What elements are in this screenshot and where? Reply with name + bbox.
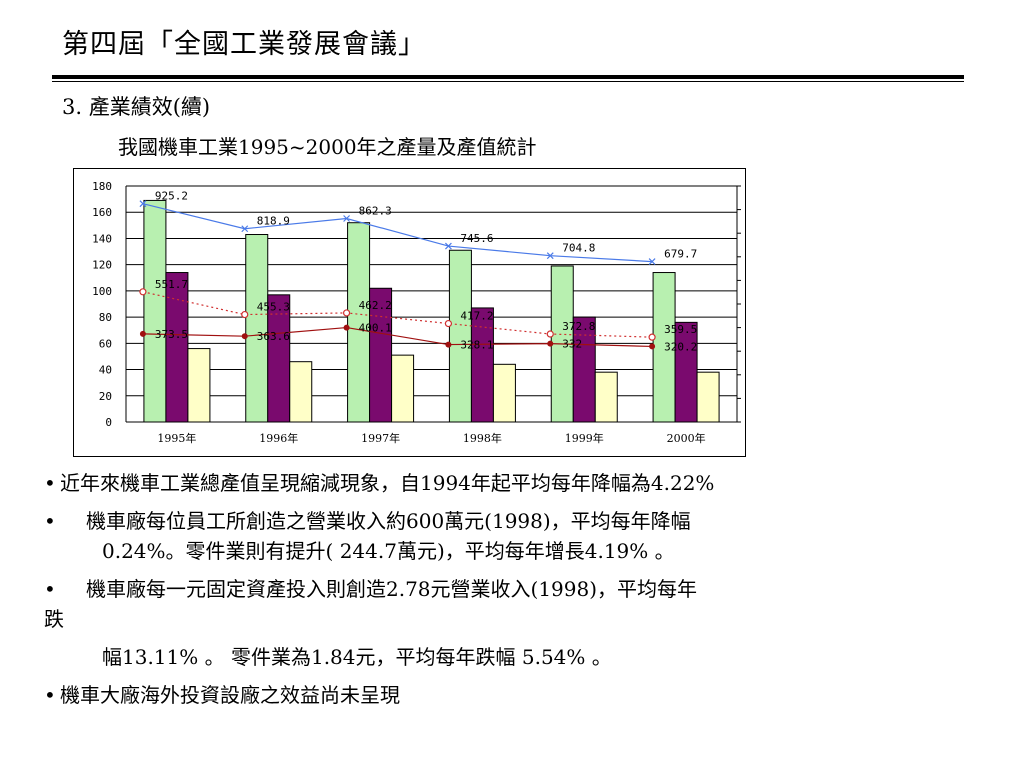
x-tick-label: 1995年 — [157, 431, 196, 445]
point-總產值 — [343, 215, 351, 222]
point-零件產值 — [139, 330, 146, 337]
bar-總產量 — [143, 199, 167, 423]
data-label-整車產值: 551.7 — [155, 278, 188, 291]
data-label-總產值: 745.6 — [460, 232, 493, 245]
data-label-整車產值: 359.5 — [664, 323, 697, 336]
data-label-總產值: 925.2 — [155, 190, 188, 203]
bullet-text: 機車廠每位員工所創造之營業收入約600萬元(1998)，平均每年降幅 — [86, 509, 691, 533]
bar-內銷量 — [470, 307, 494, 423]
x-tick-label: 2000年 — [667, 431, 706, 445]
y-left-tick-label: 60 — [99, 337, 112, 350]
production-value-chart: 0204060801001201401601800100200300400500… — [92, 180, 741, 445]
bullet-item-3: • 機車廠每一元固定資產投入則創造2.78元營業收入(1998)，平均每年 — [44, 576, 984, 602]
bullet-item-3-wrap: 跌 — [44, 607, 64, 631]
y-left-tick-label: 120 — [92, 259, 112, 272]
bar-外銷量 — [289, 361, 313, 423]
bullet-item-1: • 近年來機車工業總產值呈現縮減現象，自1994年起平均每年降幅為4.22% — [44, 470, 984, 496]
data-label-零件產值: 320.2 — [664, 340, 697, 353]
y-left-tick-label: 40 — [99, 364, 112, 377]
line-整車產值 — [142, 291, 653, 338]
bar-總產量 — [448, 249, 472, 423]
bullet-list: • 近年來機車工業總產值呈現縮減現象，自1994年起平均每年降幅為4.22% • 機… — [44, 470, 984, 720]
bar-外銷量 — [187, 348, 211, 423]
bullet-mark: • — [44, 683, 56, 707]
x-tick-label: 1997年 — [361, 431, 400, 445]
y-left-tick-label: 140 — [92, 232, 112, 245]
point-總產值 — [546, 252, 554, 260]
point-整車產值 — [241, 310, 249, 319]
data-label-整車產值: 417.2 — [460, 310, 493, 323]
bar-總產量 — [245, 234, 269, 423]
data-label-零件產值: 363.6 — [257, 330, 290, 343]
bullet-item-2: • 機車廠每位員工所創造之營業收入約600萬元(1998)，平均每年降幅 — [44, 508, 984, 534]
point-總產值 — [444, 242, 452, 250]
point-零件產值 — [649, 343, 656, 350]
data-label-總產值: 862.3 — [359, 204, 392, 217]
y-left-tick-label: 100 — [92, 285, 112, 298]
data-label-總產值: 679.7 — [664, 248, 697, 261]
bar-外銷量 — [492, 363, 516, 423]
point-零件產值 — [343, 324, 350, 331]
point-整車產值 — [648, 333, 656, 341]
data-label-總產值: 704.8 — [562, 242, 595, 255]
bar-外銷量 — [391, 354, 415, 423]
data-label-零件產值: 332 — [562, 338, 582, 351]
chart-caption: 我國機車工業1995~2000年之產量及產值統計 — [118, 135, 537, 159]
y-left-tick-label: 180 — [92, 180, 112, 193]
point-總產值 — [648, 258, 656, 266]
x-tick-label: 1998年 — [463, 431, 502, 445]
data-label-整車產值: 455.3 — [257, 301, 290, 314]
bar-內銷量 — [267, 294, 291, 423]
x-tick-label: 1999年 — [565, 431, 604, 445]
bullet-item-4: • 機車大廠海外投資設廠之效益尚未呈現 — [44, 682, 984, 708]
bar-內銷量 — [572, 316, 596, 423]
point-整車產值 — [444, 319, 453, 328]
data-label-整車產值: 372.8 — [562, 320, 595, 333]
data-label-零件產值: 373.5 — [155, 328, 188, 341]
y-left-tick-label: 160 — [92, 206, 112, 219]
point-總產值 — [139, 200, 147, 208]
bar-外銷量 — [594, 371, 618, 423]
bar-內銷量 — [674, 321, 698, 423]
line-總產值 — [142, 203, 653, 263]
point-整車產值 — [546, 330, 554, 338]
y-left-tick-label: 80 — [99, 311, 112, 324]
data-label-零件產值: 328.1 — [460, 339, 493, 352]
data-label-零件產值: 400.1 — [359, 322, 392, 335]
bullet-text: 機車廠每一元固定資產投入則創造2.78元營業收入(1998)，平均每年 — [86, 577, 698, 601]
bullet-mark: • — [44, 577, 56, 601]
bullet-text: 機車大廠海外投資設廠之效益尚未呈現 — [60, 683, 400, 707]
point-整車產值 — [139, 288, 147, 296]
title-rule-thin — [52, 81, 964, 82]
bar-內銷量 — [165, 272, 189, 423]
point-零件產值 — [547, 340, 554, 347]
chart-frame: 0204060801001201401601800100200300400500… — [73, 168, 746, 457]
point-總產值 — [241, 225, 249, 233]
bar-外銷量 — [696, 371, 720, 423]
point-整車產值 — [342, 309, 351, 317]
y-left-tick-label: 0 — [105, 416, 112, 429]
x-tick-label: 1996年 — [259, 431, 298, 445]
slide-title: 第四屆「全國工業發展會議」 — [62, 29, 426, 60]
bullet-item-2-continued: 0.24%。零件業則有提升( 244.7萬元)，平均每年增長4.19% 。 — [102, 539, 675, 563]
bullet-item-3-continued: 幅13.11% 。 零件業為1.84元，平均每年跌幅 5.54% 。 — [102, 645, 612, 669]
bullet-text: 近年來機車工業總產值呈現縮減現象，自1994年起平均每年降幅為4.22% — [60, 471, 715, 495]
y-left-tick-label: 20 — [99, 390, 112, 403]
data-label-整車產值: 462.2 — [359, 299, 392, 312]
point-零件產值 — [241, 333, 248, 340]
title-rule-thick — [52, 75, 964, 79]
point-零件產值 — [445, 341, 452, 348]
bullet-mark: • — [44, 471, 56, 495]
bullet-mark: • — [44, 509, 56, 533]
section-heading: 3. 產業績效(續) — [62, 95, 211, 119]
line-零件產值 — [142, 326, 653, 348]
data-label-總產值: 818.9 — [257, 215, 290, 228]
